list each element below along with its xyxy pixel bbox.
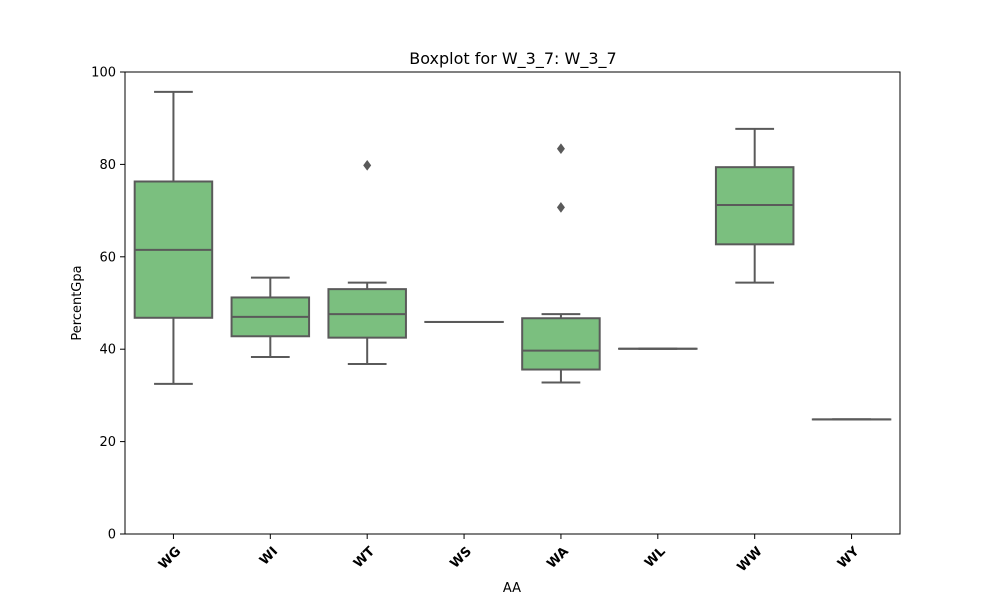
x-axis: WG WI WT WS WA WL WW WY	[156, 534, 863, 575]
chart-title: Boxplot for W_3_7: W_3_7	[409, 49, 616, 69]
x-tick-label: WS	[448, 544, 475, 571]
box-wt	[327, 159, 407, 365]
plot-frame	[124, 71, 901, 535]
x-tick-label: WL	[642, 544, 669, 571]
x-axis-label: AA	[503, 581, 521, 596]
plot-area	[133, 90, 892, 421]
x-tick-label: WT	[351, 544, 378, 571]
y-tick-label: 40	[99, 343, 116, 358]
box-ww	[714, 127, 795, 284]
x-tick-label: WA	[544, 544, 571, 571]
y-tick-label: 60	[99, 250, 116, 265]
x-tick-label: WY	[835, 544, 863, 572]
outlier-point	[556, 202, 565, 213]
y-tick-label: 80	[99, 158, 116, 173]
iqr-box	[521, 317, 601, 371]
x-tick-label: WW	[735, 544, 766, 575]
y-tick-label: 20	[99, 435, 116, 450]
y-tick-label: 0	[108, 528, 116, 543]
y-axis-label: PercentGpa	[70, 265, 85, 340]
box-wi	[230, 276, 311, 359]
outlier-point	[363, 159, 372, 171]
x-tick-label: WI	[257, 544, 281, 568]
y-tick-label: 100	[91, 66, 116, 81]
x-tick-label: WG	[156, 544, 184, 572]
y-axis: 0 20 40 60 80 100	[91, 66, 125, 543]
outlier-point	[556, 143, 565, 155]
box-wa	[521, 143, 601, 384]
box-wg	[133, 90, 214, 385]
